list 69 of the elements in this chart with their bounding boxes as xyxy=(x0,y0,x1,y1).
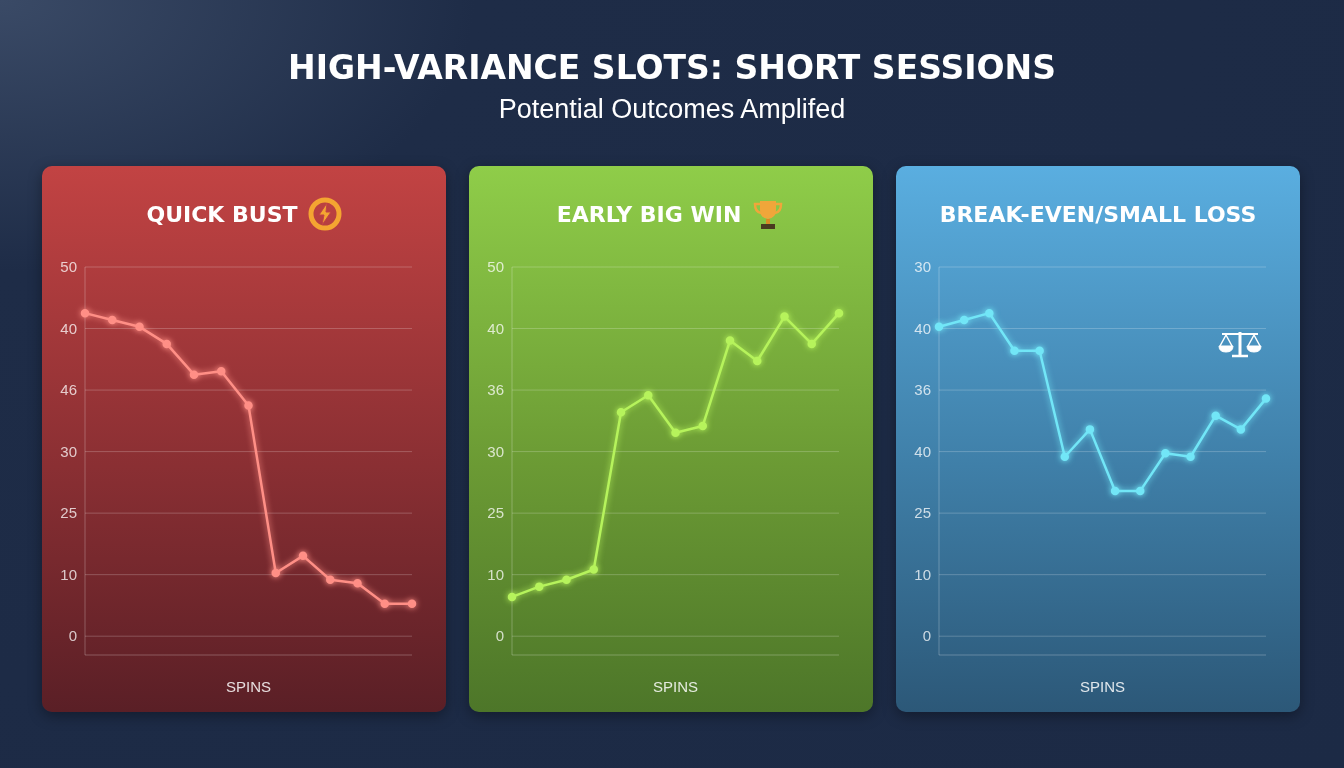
text: 40 xyxy=(59,319,77,338)
text: 36 xyxy=(913,381,931,400)
x-axis-title: SPINS xyxy=(652,678,699,695)
point xyxy=(162,339,171,349)
text: 40 xyxy=(913,319,931,338)
point xyxy=(725,336,735,345)
text: 10 xyxy=(59,565,77,584)
point xyxy=(1135,486,1145,496)
point xyxy=(959,315,969,325)
point xyxy=(753,356,762,366)
point xyxy=(108,315,117,325)
point xyxy=(1085,425,1095,434)
point xyxy=(507,592,517,602)
point xyxy=(934,322,944,332)
text: 36 xyxy=(486,381,504,400)
point xyxy=(644,390,653,400)
chart-title: QUICK BUST xyxy=(146,201,298,227)
x-axis-title: SPINS xyxy=(225,678,272,695)
text: 50 xyxy=(486,258,504,276)
text: 50 xyxy=(59,258,77,276)
point xyxy=(780,312,789,321)
point xyxy=(298,551,308,561)
point xyxy=(1110,486,1120,496)
text: 0 xyxy=(494,627,504,646)
point xyxy=(135,322,144,332)
point xyxy=(1186,452,1195,461)
point xyxy=(407,599,417,608)
point xyxy=(244,401,253,410)
text: 0 xyxy=(921,627,931,646)
text: 10 xyxy=(486,565,504,584)
point xyxy=(217,367,226,376)
point xyxy=(1261,394,1271,403)
point xyxy=(671,428,680,438)
point xyxy=(1035,346,1044,355)
point xyxy=(271,568,280,578)
point xyxy=(1010,346,1019,355)
text: 40 xyxy=(913,442,931,461)
point xyxy=(353,578,362,588)
point xyxy=(589,565,598,574)
chart-title: EARLY BIG WIN xyxy=(556,201,742,227)
text: Potential Outcomes Amplifed xyxy=(497,94,847,125)
text: 46 xyxy=(59,381,77,400)
point xyxy=(807,339,816,349)
point xyxy=(1161,449,1170,458)
point xyxy=(380,599,389,608)
point xyxy=(80,308,90,318)
point xyxy=(562,575,571,585)
text: 25 xyxy=(59,504,77,523)
x-axis-title: SPINS xyxy=(1079,678,1126,695)
point xyxy=(698,421,707,431)
point xyxy=(1236,425,1246,434)
text: 30 xyxy=(59,442,77,461)
text: 25 xyxy=(913,504,931,523)
point xyxy=(616,408,626,417)
point xyxy=(985,308,994,318)
point xyxy=(1211,411,1220,420)
text: HIGH-VARIANCE SLOTS: SHORT SESSIONS xyxy=(287,48,1057,87)
text: 25 xyxy=(486,504,504,523)
text: 40 xyxy=(486,319,504,338)
point xyxy=(535,582,544,591)
text: 30 xyxy=(913,258,931,276)
point xyxy=(189,370,199,379)
text: 0 xyxy=(67,627,77,646)
point xyxy=(1060,452,1070,461)
point xyxy=(326,575,335,585)
point xyxy=(834,308,844,318)
text: 10 xyxy=(913,565,931,584)
chart-title: BREAK-EVEN/SMALL LOSS xyxy=(939,201,1257,227)
text: 30 xyxy=(486,442,504,461)
